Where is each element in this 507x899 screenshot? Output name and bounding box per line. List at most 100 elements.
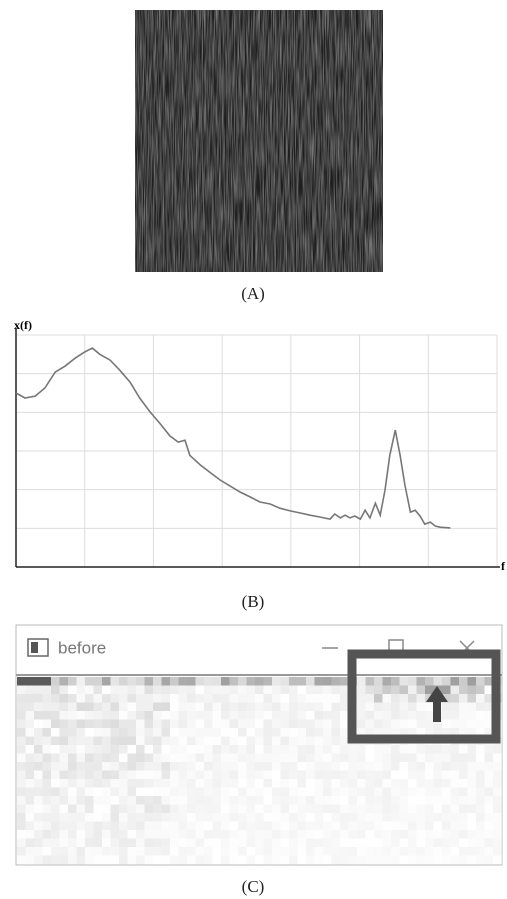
pixel: [425, 745, 434, 754]
pixel: [25, 736, 35, 746]
pixel: [331, 838, 341, 848]
pixel: [229, 855, 239, 865]
pixel: [365, 804, 375, 814]
pixel: [212, 711, 222, 720]
pixel: [391, 745, 400, 754]
pixel: [289, 694, 298, 703]
pixel: [255, 745, 264, 754]
pixel: [255, 770, 264, 780]
pixel: [229, 821, 239, 831]
pixel: [255, 804, 264, 814]
pixel: [450, 694, 460, 703]
pixel: [161, 702, 171, 712]
pixel: [161, 711, 171, 720]
pixel: [212, 796, 222, 805]
pixel: [459, 838, 468, 848]
pixel: [161, 745, 171, 754]
pixel: [153, 677, 162, 686]
pixel: [255, 762, 264, 771]
pixel: [221, 711, 230, 720]
pixel: [178, 855, 188, 865]
pixel: [484, 745, 494, 754]
pixel: [493, 855, 502, 865]
pixel: [93, 677, 103, 686]
pixel: [42, 821, 52, 831]
pixel: [314, 677, 324, 686]
pixel: [263, 796, 273, 805]
pixel: [93, 694, 103, 703]
pixel: [306, 728, 315, 737]
pixel: [263, 838, 273, 848]
pixel: [408, 804, 417, 814]
pixel: [136, 719, 145, 729]
pixel: [34, 702, 43, 712]
pixel: [416, 694, 426, 703]
pixel: [382, 830, 392, 839]
pixel: [272, 770, 281, 780]
pixel: [59, 787, 69, 797]
pixel: [408, 694, 417, 703]
pixel: [51, 855, 60, 865]
pixel: [187, 753, 196, 763]
pixel: [365, 821, 375, 831]
pixel: [416, 804, 426, 814]
pixel: [314, 796, 324, 805]
pixel: [238, 787, 247, 797]
pixel: [187, 685, 196, 695]
pixel: [59, 736, 69, 746]
pixel: [425, 719, 434, 729]
pixel: [221, 813, 230, 822]
pixel: [323, 719, 332, 729]
pixel: [136, 736, 145, 746]
pixel: [238, 847, 247, 856]
pixel: [408, 855, 417, 865]
pixel: [229, 847, 239, 856]
pixel: [187, 796, 196, 805]
pixel: [144, 677, 154, 686]
pixel: [127, 796, 137, 805]
pixel: [493, 838, 502, 848]
pixel: [442, 821, 451, 831]
pixel: [127, 762, 137, 771]
pixel: [76, 796, 86, 805]
pixel: [467, 762, 477, 771]
pixel: [178, 736, 188, 746]
pixel: [263, 736, 273, 746]
pixel: [119, 753, 128, 763]
pixel: [433, 779, 443, 788]
pixel: [391, 847, 400, 856]
pixel: [331, 736, 341, 746]
pixel: [450, 719, 460, 729]
pixel: [102, 685, 111, 695]
pixel: [238, 728, 247, 737]
y-axis-label: x(f): [14, 318, 32, 332]
pixel: [280, 711, 290, 720]
pixel: [476, 847, 485, 856]
pixel: [153, 702, 162, 712]
pixel: [323, 779, 332, 788]
pixel: [102, 753, 111, 763]
pixel: [153, 855, 162, 865]
pixel: [484, 787, 494, 797]
pixel: [204, 728, 213, 737]
pixel: [399, 711, 409, 720]
window-icon: [27, 638, 49, 657]
pixel: [399, 804, 409, 814]
pixel: [450, 830, 460, 839]
pixel: [408, 847, 417, 856]
pixel: [323, 855, 332, 865]
pixel: [144, 779, 154, 788]
pixel: [323, 702, 332, 712]
pixel: [348, 838, 358, 848]
pixel: [195, 762, 205, 771]
pixel: [238, 694, 247, 703]
pixel: [280, 855, 290, 865]
pixel: [391, 821, 400, 831]
pixel: [331, 719, 341, 729]
pixel: [204, 796, 213, 805]
pixel: [450, 855, 460, 865]
pixel: [85, 838, 94, 848]
pixel: [42, 779, 52, 788]
pixel: [59, 838, 69, 848]
pixel: [170, 847, 179, 856]
